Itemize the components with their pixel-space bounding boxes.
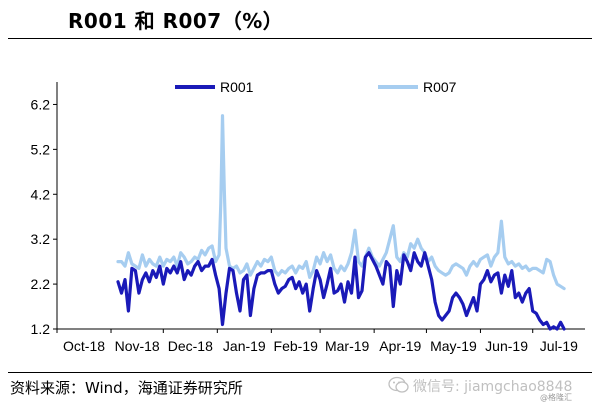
wechat-icon (388, 376, 409, 393)
legend: R001 R007 (175, 79, 457, 95)
x-axis: Oct-18 Nov-18 Dec-18 Jan-19 Feb-19 Mar-19 Apr-… (56, 328, 585, 354)
x-tick-label: Jun-19 (485, 338, 528, 354)
watermark-wechat-id: 微信号: jiamgchao8848 (413, 379, 573, 395)
source-divider (8, 372, 592, 373)
y-tick-label: 3.2 (31, 231, 51, 247)
y-tick-label: 5.2 (31, 141, 51, 157)
x-tick-label: Jan-19 (223, 338, 266, 354)
watermark-brand: @格隆汇 (540, 393, 572, 402)
y-tick-label: 2.2 (31, 276, 51, 292)
y-axis: 1.2 2.2 3.2 4.2 5.2 6.2 (31, 82, 58, 337)
series-layer (116, 114, 566, 331)
legend-label-r001: R001 (220, 79, 254, 95)
x-tick-label: Nov-18 (115, 338, 160, 354)
series-line-r001 (116, 251, 566, 331)
x-tick-label: Apr-19 (379, 338, 421, 354)
legend-label-r007: R007 (423, 79, 457, 95)
source-note: 资料来源：Wind，海通证券研究所 (10, 379, 243, 397)
x-tick-label: Jul-19 (540, 338, 578, 354)
x-tick-label: Mar-19 (325, 338, 370, 354)
title-divider (8, 38, 592, 39)
x-tick-label: May-19 (430, 338, 477, 354)
x-tick-label: Dec-18 (168, 338, 213, 354)
x-tick-label: Feb-19 (274, 338, 319, 354)
y-tick-label: 1.2 (31, 321, 51, 337)
chart-title: R001 和 R007（%） (68, 9, 284, 33)
x-tick-label: Oct-18 (63, 338, 105, 354)
y-tick-label: 4.2 (31, 186, 51, 202)
y-tick-label: 6.2 (31, 96, 51, 112)
series-line-r007 (116, 114, 566, 291)
